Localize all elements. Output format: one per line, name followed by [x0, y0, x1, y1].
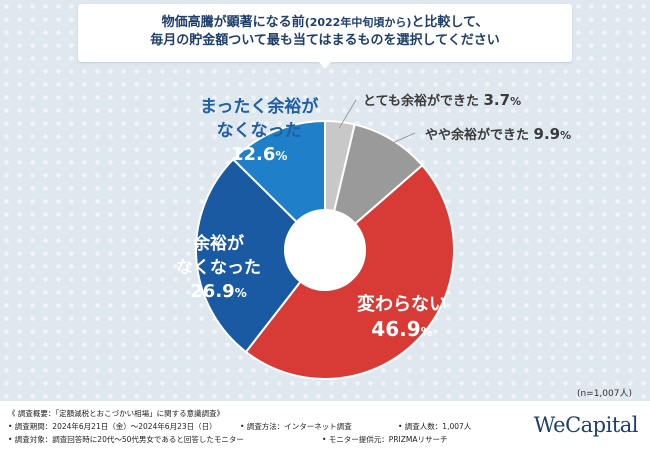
label-no-change-percent: 46.9% [357, 317, 447, 344]
donut-hole [285, 210, 365, 290]
question-line-1-period: (2022年中旬頃から) [304, 16, 412, 29]
percent-sign: % [234, 286, 247, 300]
label-somewhat-enough-text: やや余裕ができた [425, 128, 530, 143]
label-very-enough-text: とても余裕ができた [363, 94, 479, 109]
label-less-line2: なくなった [176, 258, 261, 278]
question-line-2: 毎月の貯金額ついて最も当てはまるものを選択してください [150, 33, 500, 48]
footer-provider: • モニター提供元：PRIZMAリサーチ [322, 435, 448, 444]
survey-footer: 《 調査概要：「定額減税とおこづかい相場」に関する意識調査》 • 調査期間：20… [0, 401, 650, 450]
label-no-change: 変わらない 46.9% [357, 293, 447, 344]
label-much-less-value: 12.6 [230, 144, 276, 165]
leader-line-1 [388, 132, 416, 146]
leader-lines [338, 99, 416, 146]
footer-count: • 調査人数：1,007人 [398, 422, 472, 431]
percent-sign: % [560, 129, 572, 142]
title-pointer [319, 62, 331, 69]
footer-target: • 調査対象：調査回答時に20代〜50代男女であると回答したモニター [8, 435, 244, 444]
question-line-1-tail: と比較して、 [411, 15, 489, 30]
label-much-less: まったく余裕が なくなった 12.6% [200, 95, 318, 168]
donut-slices [195, 119, 455, 380]
question-line-1-main: 物価高騰が顕著になる前 [161, 15, 305, 30]
footer-survey-summary: 《 調査概要：「定額減税とおこづかい相場」に関する意識調査》 [8, 409, 225, 418]
label-less-line1: 余裕が [193, 234, 244, 254]
label-somewhat-enough: やや余裕ができた 9.9% [425, 124, 571, 143]
question-line-1: 物価高騰が顕著になる前(2022年中旬頃から)と比較して、 [78, 4, 572, 32]
label-no-change-text: 変わらない [357, 294, 447, 315]
footer-method: • 調査方法：インターネット調査 [240, 422, 352, 431]
percent-sign: % [275, 149, 288, 163]
label-less-percent: 26.9% [176, 280, 261, 305]
question-title-box: 物価高騰が顕著になる前(2022年中旬頃から)と比較して、 毎月の貯金額ついて最… [78, 4, 572, 62]
label-less-value: 26.9 [190, 281, 235, 302]
label-less: 余裕が なくなった 26.9% [176, 232, 261, 305]
leader-line-0 [338, 99, 357, 129]
label-very-enough-value: 3.7 [483, 91, 511, 109]
percent-sign: % [510, 95, 522, 108]
wecapital-logo: WeCapital [533, 413, 639, 437]
label-no-change-value: 46.9 [371, 317, 421, 341]
label-much-less-line2: なくなった [216, 121, 302, 141]
label-somewhat-enough-value: 9.9 [533, 125, 561, 143]
label-much-less-line1: まったく余裕が [200, 97, 319, 117]
label-very-enough: とても余裕ができた 3.7% [363, 90, 521, 109]
footer-period: • 調査期間：2024年6月21日（金）〜2024年6月23日（日） [8, 422, 217, 431]
label-much-less-percent: 12.6% [200, 143, 318, 168]
sample-size-note: (n=1,007人) [576, 389, 632, 399]
percent-sign: % [420, 325, 433, 339]
